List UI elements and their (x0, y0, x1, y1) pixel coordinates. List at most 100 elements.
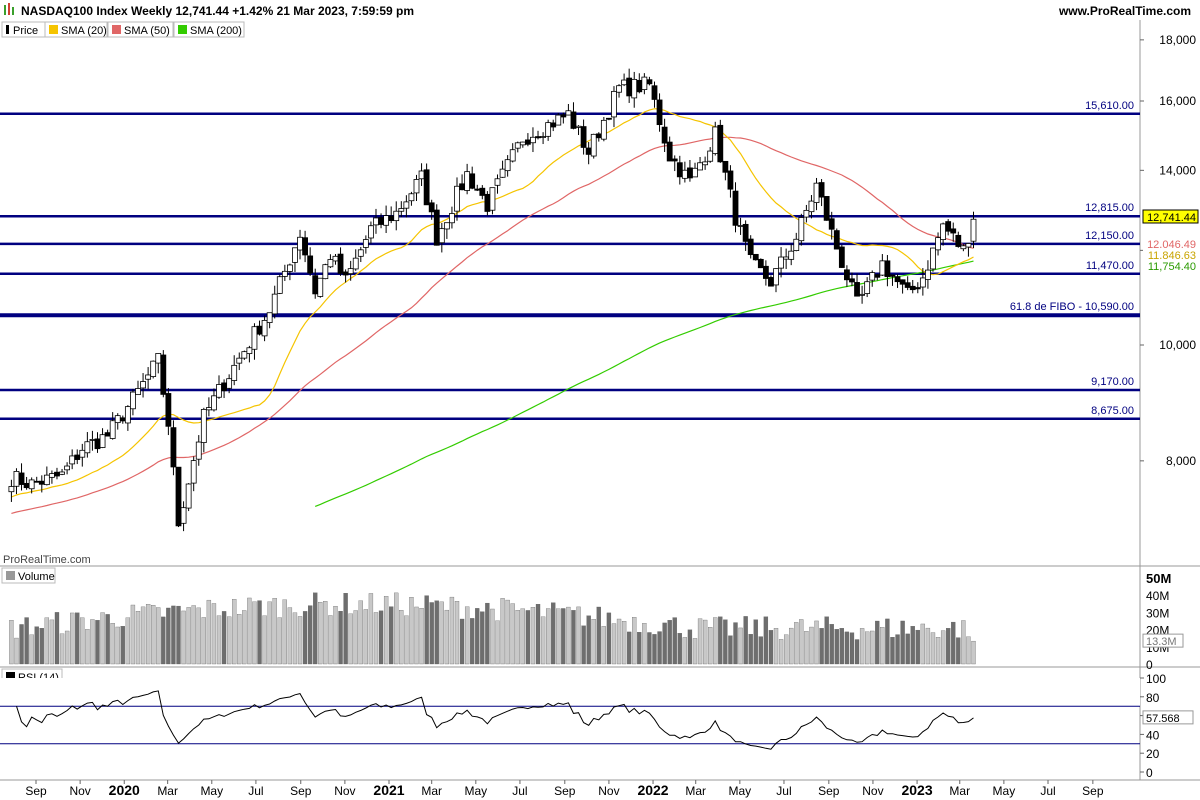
candle-body-up (297, 236, 303, 251)
price-tag-box (1142, 209, 1199, 224)
candle-body-down (175, 466, 182, 527)
volume-bar (475, 608, 480, 665)
volume-bar (14, 637, 19, 665)
candle (114, 413, 121, 430)
volume-bar (115, 626, 120, 665)
candle (302, 230, 308, 263)
volume-bar (961, 620, 966, 665)
level-label: 8,675.00 (1091, 405, 1134, 417)
candle-body-down (378, 217, 384, 225)
candle (692, 162, 698, 178)
candle-body-up (783, 256, 790, 260)
volume-bar (24, 617, 29, 665)
candle (59, 468, 65, 476)
volume-bar (682, 637, 688, 665)
volume-bar (748, 634, 753, 665)
candle (130, 388, 136, 416)
candle (200, 407, 207, 453)
volume-bar (454, 601, 460, 665)
volume-bar (125, 617, 131, 665)
candle-body-down (671, 158, 678, 162)
candle-body-down (433, 209, 440, 246)
candle-body-up (190, 460, 197, 484)
volume-bar (34, 626, 39, 665)
candle (778, 247, 784, 278)
candle-body-up (530, 136, 536, 144)
candle (611, 86, 617, 128)
candle-body-down (337, 253, 344, 274)
volume-bar (161, 616, 166, 665)
candle-body-up (211, 395, 217, 411)
volume-bar (672, 617, 677, 665)
volume-bar (247, 597, 252, 665)
candle (221, 379, 227, 399)
volume-bar (201, 617, 206, 665)
candle-body-down (762, 265, 769, 279)
volume-last-box (1142, 633, 1184, 648)
candle (914, 282, 921, 294)
candle (909, 279, 916, 294)
volume-bar (485, 602, 490, 665)
candle (666, 136, 673, 162)
candle (216, 375, 222, 399)
candle-body-down (423, 169, 430, 206)
candle-body-down (676, 162, 683, 178)
volume-bar (196, 607, 201, 665)
volume-bar (865, 631, 870, 665)
volume-bar (444, 609, 450, 665)
candle-body-down (722, 160, 729, 173)
candle (8, 479, 15, 502)
candle-body-up (408, 193, 415, 202)
candle (297, 229, 303, 260)
volume-bar (545, 608, 551, 665)
candle-body-down (474, 188, 481, 191)
candle (509, 143, 516, 163)
candle (545, 119, 552, 141)
candle (74, 449, 81, 465)
candle (403, 195, 410, 218)
candle-body-up (180, 507, 187, 524)
legend-sma200-box[interactable] (173, 21, 245, 38)
candle-body-up (590, 133, 597, 157)
candle-body-up (712, 126, 719, 154)
candle-body-down (950, 228, 957, 234)
volume-label-box[interactable] (1, 567, 56, 584)
candle (226, 374, 233, 394)
candle (368, 221, 374, 244)
volume-bar (70, 612, 75, 665)
volume-bar (890, 637, 895, 665)
candle (768, 275, 774, 287)
candle-body-up (631, 78, 638, 99)
candle-body-down (844, 269, 850, 281)
candle-body-down (884, 260, 891, 277)
volume-bar (561, 608, 566, 665)
candle-body-up (499, 168, 506, 178)
volume-bar (500, 598, 505, 665)
volume-bar (880, 627, 885, 665)
legend-sma20-box[interactable] (44, 21, 108, 38)
candle-body-up (352, 257, 359, 270)
candle (681, 161, 688, 183)
volume-bar (39, 628, 44, 665)
legend-sma200-label: SMA (200) (190, 25, 242, 37)
candle-body-down (945, 221, 952, 232)
candle-body-down (646, 79, 653, 85)
candle (474, 184, 481, 192)
candle-body-up (504, 159, 511, 172)
legend-sma50-box[interactable] (107, 21, 174, 38)
volume-bar (824, 616, 829, 665)
sma200-line (314, 260, 974, 507)
candle-body-up (43, 474, 50, 486)
site-name[interactable]: www.ProRealTime.com (1058, 4, 1191, 18)
candle (636, 73, 643, 94)
candle-body-up (226, 378, 233, 389)
candle (833, 228, 840, 250)
candle (651, 81, 658, 108)
candle (155, 353, 162, 374)
volume-bar (29, 634, 34, 665)
candle (165, 388, 172, 436)
candle-body-up (555, 114, 562, 126)
